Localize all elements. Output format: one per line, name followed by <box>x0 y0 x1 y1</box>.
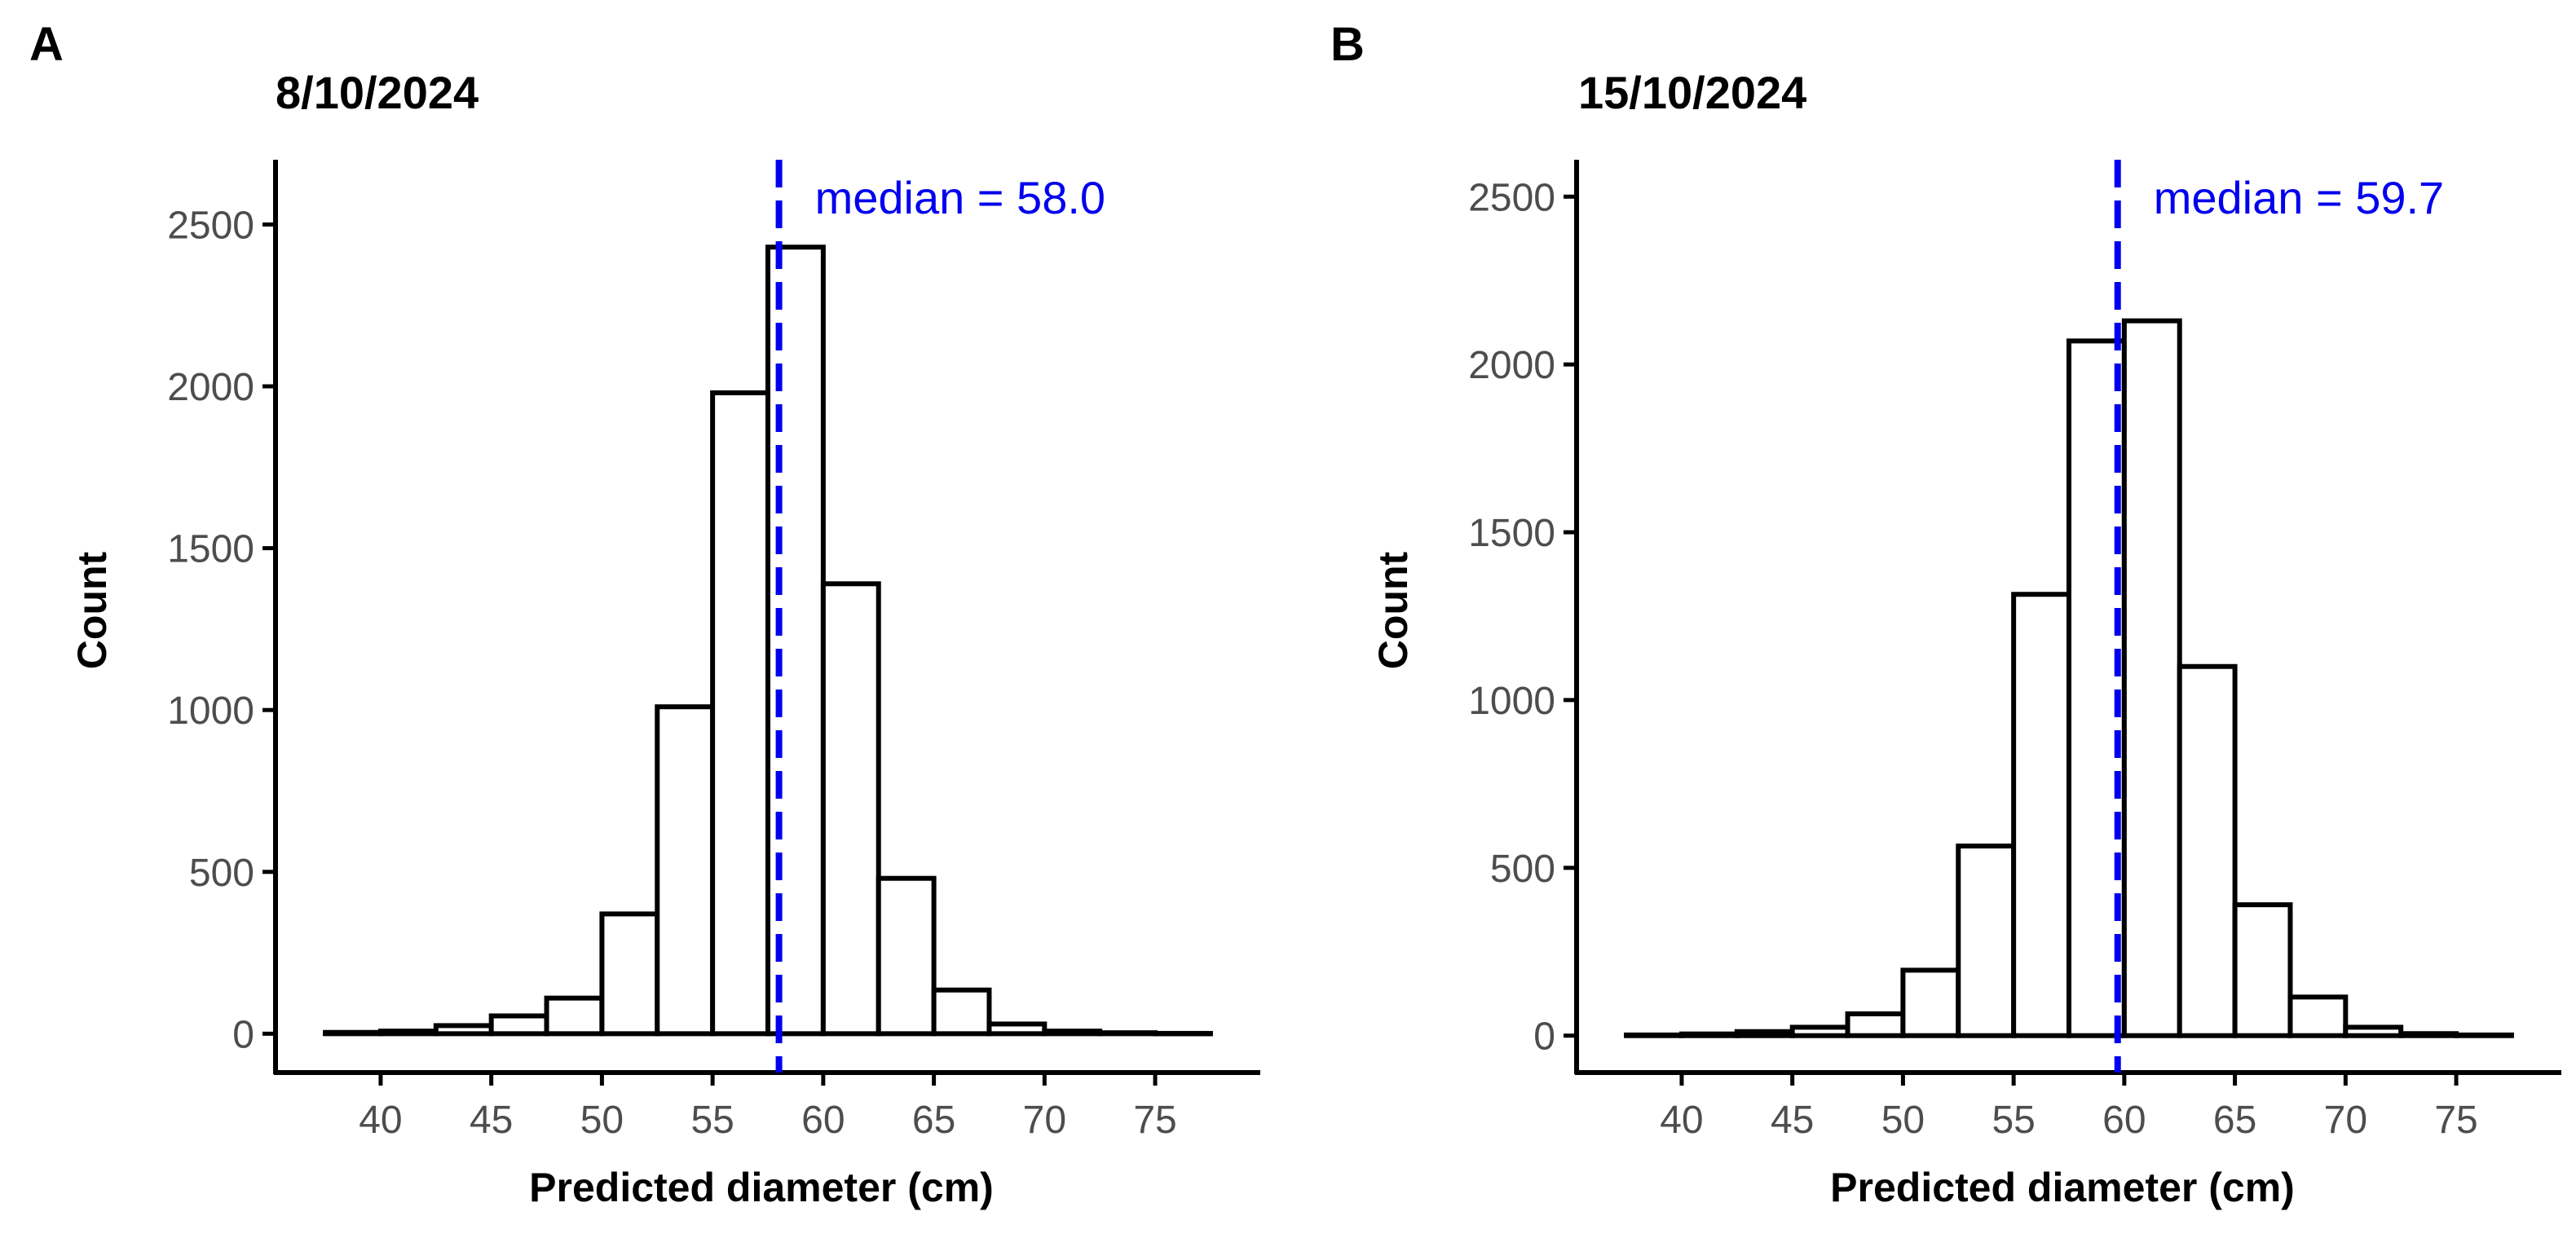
x-axis-title: Predicted diameter (cm) <box>529 1165 994 1210</box>
x-tick-label: 55 <box>1992 1099 2035 1142</box>
median-label: median = 58.0 <box>815 172 1105 223</box>
x-tick-label: 60 <box>2102 1099 2146 1142</box>
histogram-bar <box>1624 1032 1684 1038</box>
x-tick-label: 70 <box>2324 1099 2367 1142</box>
median-group: median = 58.0 <box>775 160 1105 1073</box>
y-tick-label: 2000 <box>1468 344 1555 387</box>
y-axis-title: Count <box>1370 551 1416 669</box>
x-tick-label: 50 <box>1881 1099 1925 1142</box>
y-tick-label: 0 <box>232 1013 254 1056</box>
histogram-bar <box>488 1013 549 1037</box>
histogram-bar <box>986 1021 1048 1037</box>
bar-group <box>1624 318 2514 1038</box>
histogram-bar <box>2177 663 2238 1038</box>
histogram-bar <box>876 875 937 1037</box>
y-tick-label: 1500 <box>1468 512 1555 555</box>
histogram-bar <box>2398 1031 2459 1038</box>
histogram-bar <box>323 1029 383 1037</box>
x-tick-label: 65 <box>2213 1099 2256 1142</box>
panel-b: B 15/10/2024 0 500 1000 1500 2000 2500 40 45 50 5… <box>1330 18 2561 1210</box>
panel-letter: A <box>29 18 64 71</box>
axes: 0 500 1000 1500 2000 2500 40 45 50 55 60 65 70 75 <box>167 160 1260 1142</box>
histogram-bar <box>2011 592 2071 1038</box>
panel-letter: B <box>1330 18 1365 71</box>
histogram-bar <box>433 1023 494 1037</box>
panel-title: 8/10/2024 <box>276 67 479 118</box>
panel-title: 15/10/2024 <box>1578 67 1806 118</box>
histogram-bar <box>2454 1032 2514 1038</box>
histogram-bar <box>655 704 716 1037</box>
y-tick-label: 500 <box>1490 848 1555 891</box>
y-tick-label: 0 <box>1533 1016 1555 1059</box>
histogram-bar <box>710 390 770 1037</box>
x-tick-label: 65 <box>912 1099 955 1142</box>
y-tick-label: 2000 <box>167 366 254 409</box>
x-tick-label: 45 <box>470 1099 513 1142</box>
y-tick-label: 2500 <box>167 204 254 247</box>
histogram-bar <box>544 995 605 1037</box>
histogram-bar <box>1789 1024 1850 1038</box>
histogram-bar <box>1900 967 1961 1038</box>
histogram-bar <box>820 581 881 1037</box>
y-tick-label: 1500 <box>167 528 254 571</box>
histogram-bar <box>377 1029 439 1037</box>
x-tick-label: 75 <box>1133 1099 1176 1142</box>
y-axis-title: Count <box>69 551 115 669</box>
histogram-bar <box>1845 1011 1906 1038</box>
panel-a: A 8/10/2024 0 500 1000 1500 2000 2500 40 45 50 55… <box>29 18 1260 1210</box>
y-tick-label: 1000 <box>1468 680 1555 723</box>
x-tick-label: 70 <box>1023 1099 1066 1142</box>
histogram-bar <box>1153 1030 1213 1037</box>
histogram-bar <box>2287 994 2349 1038</box>
y-tick-label: 500 <box>189 852 254 895</box>
x-tick-label: 40 <box>1660 1099 1703 1142</box>
histogram-bar <box>2232 902 2293 1038</box>
y-tick-label: 2500 <box>1468 176 1555 219</box>
x-tick-label: 60 <box>801 1099 845 1142</box>
y-tick-label: 1000 <box>167 689 254 733</box>
histogram-bar <box>1678 1031 1740 1038</box>
histogram-bar <box>1042 1029 1103 1037</box>
x-tick-label: 50 <box>580 1099 624 1142</box>
median-label: median = 59.7 <box>2154 172 2444 223</box>
histogram-bar <box>1956 844 2017 1038</box>
x-tick-label: 75 <box>2434 1099 2477 1142</box>
histogram-bar <box>1734 1029 1795 1038</box>
median-group: median = 59.7 <box>2114 160 2444 1073</box>
histogram-bar <box>2121 318 2182 1038</box>
histogram-bar <box>2343 1024 2404 1038</box>
histogram-bar <box>931 987 992 1037</box>
bar-group <box>323 245 1213 1037</box>
histogram-bar <box>599 911 660 1037</box>
x-tick-label: 45 <box>1771 1099 1814 1142</box>
x-axis-title: Predicted diameter (cm) <box>1830 1165 2295 1210</box>
x-tick-label: 55 <box>690 1099 734 1142</box>
axes: 0 500 1000 1500 2000 2500 40 45 50 55 60 65 70 75 <box>1468 160 2561 1142</box>
x-tick-label: 40 <box>359 1099 402 1142</box>
